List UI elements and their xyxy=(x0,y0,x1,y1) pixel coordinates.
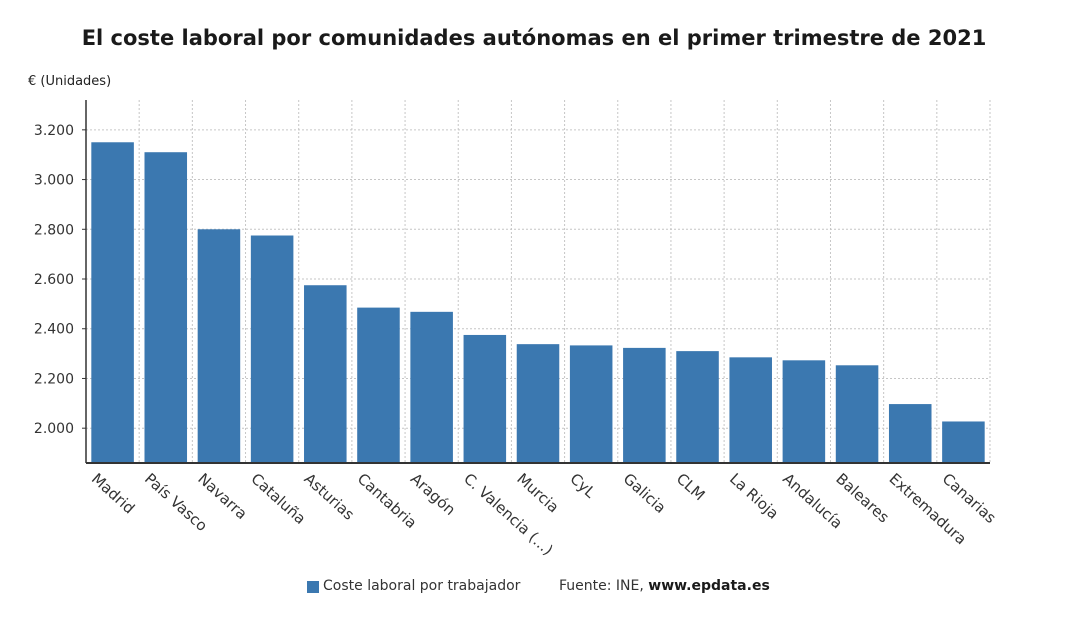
source-site[interactable]: www.epdata.es xyxy=(648,578,770,594)
source-credit: Fuente: INE, www.epdata.es xyxy=(559,578,770,594)
x-tick-label: C. Valencia (...) xyxy=(460,470,556,559)
x-tick-label: CyL xyxy=(566,470,599,502)
bar-canarias[interactable] xyxy=(942,421,985,463)
bar-baleares[interactable] xyxy=(835,365,879,463)
y-tick-label: 2.000 xyxy=(34,421,74,437)
legend-swatch xyxy=(307,581,319,593)
bar-navarra[interactable] xyxy=(197,229,241,463)
bar-la-rioja[interactable] xyxy=(729,357,772,463)
bar-cataluña[interactable] xyxy=(250,235,294,463)
x-tick-labels: Madrid País VascoNavarraCataluñaAsturiasC… xyxy=(88,470,1000,559)
bar-andalucía[interactable] xyxy=(782,360,826,463)
y-tick-label: 2.400 xyxy=(34,322,74,338)
axes xyxy=(82,100,990,464)
bar-extremadura[interactable] xyxy=(888,404,932,463)
source-prefix: Fuente: INE, xyxy=(559,578,644,594)
x-tick-label: Asturias xyxy=(301,470,358,524)
bar-asturias[interactable] xyxy=(304,285,347,463)
y-axis-unit-label: € (Unidades) xyxy=(28,74,112,89)
x-tick-label: Aragón xyxy=(407,470,459,519)
legend: Coste laboral por trabajador Fuente: INE… xyxy=(0,577,1068,599)
y-tick-label: 3.000 xyxy=(34,173,74,189)
chart-title: El coste laboral por comunidades autónom… xyxy=(81,26,987,50)
x-tick-label: Galicia xyxy=(620,470,670,517)
x-tick-label: Cataluña xyxy=(247,470,309,528)
x-tick-label: CLM xyxy=(673,470,709,505)
legend-label: Coste laboral por trabajador xyxy=(323,578,521,594)
y-tick-label: 3.200 xyxy=(34,123,74,139)
bar-galicia[interactable] xyxy=(623,347,666,463)
bar-aragón[interactable] xyxy=(410,311,453,463)
bar-clm[interactable] xyxy=(676,351,719,463)
bar-cyl[interactable] xyxy=(569,345,613,463)
y-tick-labels: 2.000 2.200 2.400 2.600 2.800 3.000 3.200 xyxy=(34,123,74,437)
bar-cantabria[interactable] xyxy=(357,307,400,463)
y-tick-label: 2.200 xyxy=(34,371,74,387)
y-tick-label: 2.800 xyxy=(34,222,74,238)
bars xyxy=(91,142,985,463)
x-tick-label: Murcia xyxy=(513,470,562,517)
bar-c-valencia-[interactable] xyxy=(463,334,507,463)
bar-país-vasco[interactable] xyxy=(144,152,188,463)
y-tick-label: 2.600 xyxy=(34,272,74,288)
bar-murcia[interactable] xyxy=(516,344,560,463)
bar-madrid[interactable] xyxy=(91,142,134,463)
x-tick-label: Madrid xyxy=(88,470,138,518)
x-tick-label: La Rioja xyxy=(726,470,782,523)
